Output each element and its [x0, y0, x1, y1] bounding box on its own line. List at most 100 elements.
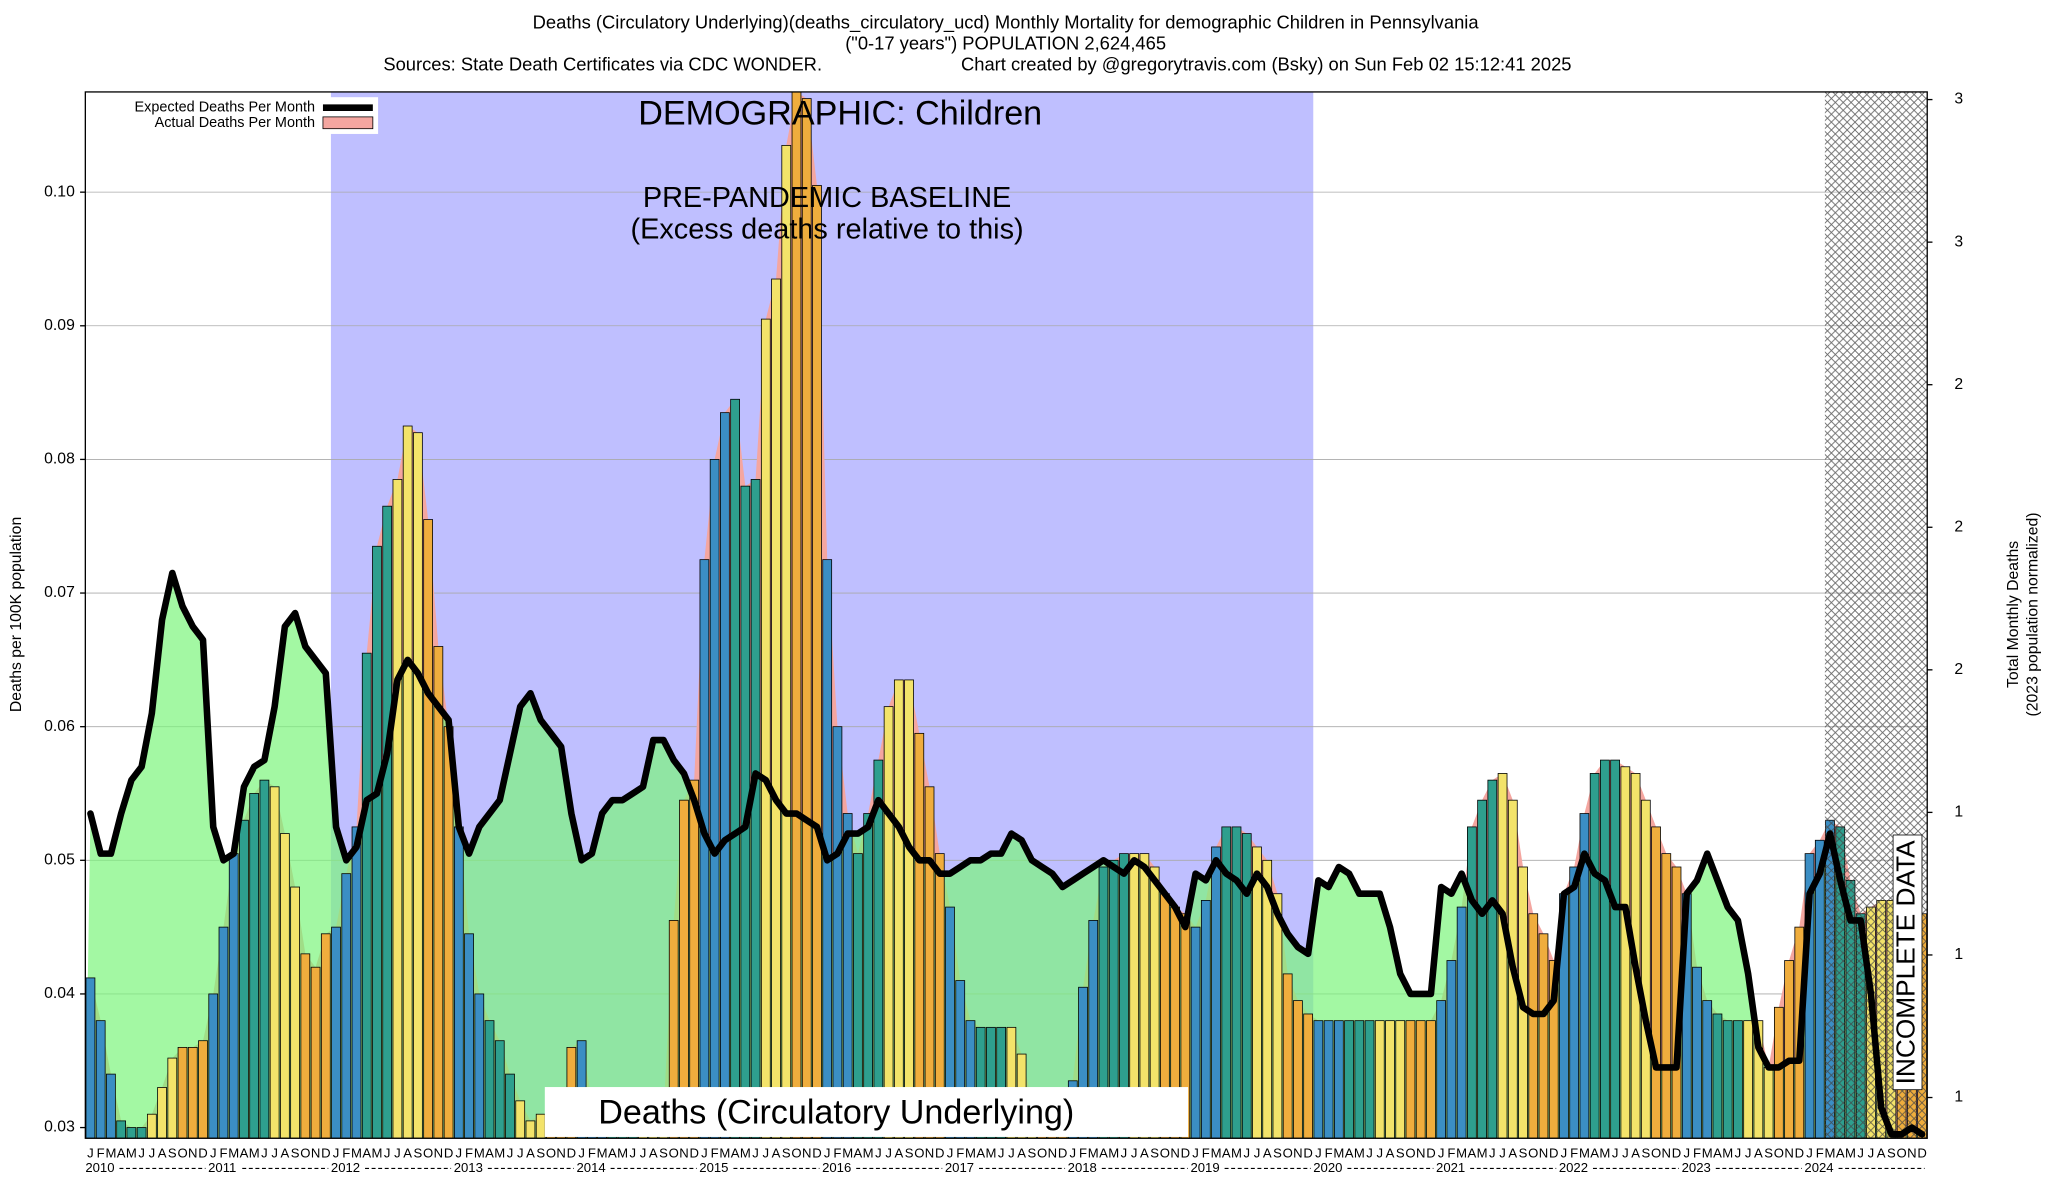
- x-tick-label: J: [149, 1145, 156, 1160]
- x-tick-label: M: [249, 1145, 260, 1160]
- chart-title: Deaths (Circulatory Underlying)(deaths_c…: [533, 12, 1480, 34]
- y-tick-label: 0.07: [44, 584, 75, 601]
- bar: [1374, 1020, 1385, 1139]
- bar: [791, 91, 802, 1139]
- bar: [1538, 933, 1549, 1139]
- actual-area: [85, 91, 1928, 1139]
- x-tick-label: N: [1416, 1145, 1425, 1160]
- legend-label: Actual Deaths Per Month: [155, 115, 316, 131]
- x-tick-label: J: [875, 1145, 882, 1160]
- bar: [1620, 766, 1631, 1139]
- x-tick-label: O: [1774, 1145, 1784, 1160]
- x-tick-label: D: [1426, 1145, 1435, 1160]
- year-label: 2014: [577, 1160, 606, 1175]
- x-tick-label: M: [105, 1145, 116, 1160]
- x-tick-label: M: [965, 1145, 976, 1160]
- x-tick-label: S: [168, 1145, 177, 1160]
- bar: [310, 966, 321, 1139]
- overlay-layer: 0.03 0.04 0.05 0.06 0.07 0.08 0.09 0.10 1 1 1 2 2 2 3 3…: [44, 91, 1963, 1175]
- x-tick-label: S: [1027, 1145, 1036, 1160]
- credit: Chart created by @gregorytravis.com (Bsk…: [961, 54, 1572, 75]
- bar: [535, 1113, 546, 1139]
- y2-tick-label: 2: [1954, 376, 1963, 393]
- bar: [187, 1046, 198, 1139]
- bar: [1712, 1013, 1723, 1139]
- y-tick-label: 0.04: [44, 985, 75, 1002]
- x-tick-label: A: [403, 1145, 412, 1160]
- x-tick-label: S: [782, 1145, 791, 1160]
- y-tick-label: 0.06: [44, 718, 75, 735]
- x-tick-label: S: [1150, 1145, 1159, 1160]
- x-tick-label: O: [300, 1145, 310, 1160]
- bar: [1600, 759, 1610, 1139]
- x-tick-label: N: [925, 1145, 934, 1160]
- bar: [760, 318, 771, 1139]
- bar: [1569, 866, 1580, 1139]
- bar: [361, 652, 372, 1139]
- x-tick-label: A: [1386, 1145, 1395, 1160]
- background-layer: [85, 91, 1928, 1139]
- x-tick-label: M: [1108, 1145, 1119, 1160]
- chart-subtitle: ("0-17 years") POPULATION 2,624,465: [845, 33, 1166, 54]
- bar: [924, 786, 935, 1139]
- bar: [1282, 973, 1293, 1139]
- x-tick-label: A: [1099, 1145, 1108, 1160]
- x-tick-label: D: [1303, 1145, 1312, 1160]
- x-tick-label: S: [1641, 1145, 1650, 1160]
- bar: [433, 646, 444, 1139]
- bar: [1344, 1020, 1354, 1139]
- x-tick-label: J: [1857, 1145, 1864, 1160]
- bar: [218, 926, 229, 1139]
- x-tick-label: J: [1315, 1145, 1322, 1160]
- x-tick-label: D: [1181, 1145, 1190, 1160]
- x-tick-label: J: [752, 1145, 759, 1160]
- x-tick-label: O: [1651, 1145, 1661, 1160]
- x-tick-label: A: [976, 1145, 985, 1160]
- x-tick-label: A: [608, 1145, 617, 1160]
- x-tick-label: D: [1672, 1145, 1681, 1160]
- bar: [1456, 906, 1467, 1139]
- bar: [1293, 1000, 1303, 1139]
- bar: [750, 479, 761, 1139]
- x-tick-label: J: [701, 1145, 708, 1160]
- x-tick-label: J: [1376, 1145, 1383, 1160]
- bar: [781, 144, 792, 1139]
- bar: [85, 977, 96, 1139]
- y2-tick-label: 1: [1954, 946, 1963, 963]
- x-tick-label: A: [158, 1145, 167, 1160]
- y-axis-label: Deaths per 100K population: [8, 517, 25, 712]
- bar: [904, 679, 914, 1139]
- x-tick-label: D: [198, 1145, 207, 1160]
- expected-line: [87, 569, 1926, 1138]
- year-label: 2021: [1436, 1160, 1465, 1175]
- y2-tick-label: 3: [1954, 91, 1963, 108]
- x-tick-label: N: [1662, 1145, 1671, 1160]
- incomplete-label: INCOMPLETE DATA: [1890, 840, 1920, 1085]
- x-tick-label: N: [1048, 1145, 1057, 1160]
- x-tick-label: A: [1017, 1145, 1026, 1160]
- x-tick-label: N: [434, 1145, 443, 1160]
- year-label: 2020: [1313, 1160, 1342, 1175]
- x-tick-label: J: [1806, 1145, 1813, 1160]
- x-tick-label: J: [138, 1145, 145, 1160]
- x-tick-label: J: [763, 1145, 770, 1160]
- x-tick-label: A: [1713, 1145, 1722, 1160]
- x-tick-label: D: [1058, 1145, 1067, 1160]
- bar: [1722, 1020, 1733, 1139]
- x-tick-label: F: [1570, 1145, 1578, 1160]
- x-tick-label: A: [1754, 1145, 1763, 1160]
- x-tick-label: J: [1499, 1145, 1506, 1160]
- x-tick-label: D: [1549, 1145, 1558, 1160]
- x-tick-label: A: [649, 1145, 658, 1160]
- bar: [505, 1073, 515, 1139]
- bar: [1743, 1020, 1754, 1139]
- bar: [177, 1046, 188, 1139]
- x-tick-label: S: [1887, 1145, 1896, 1160]
- x-tick-label: A: [1140, 1145, 1149, 1160]
- x-tick-label: F: [1079, 1145, 1087, 1160]
- x-tick-label: M: [494, 1145, 505, 1160]
- bar: [1692, 966, 1702, 1139]
- bar: [402, 425, 413, 1139]
